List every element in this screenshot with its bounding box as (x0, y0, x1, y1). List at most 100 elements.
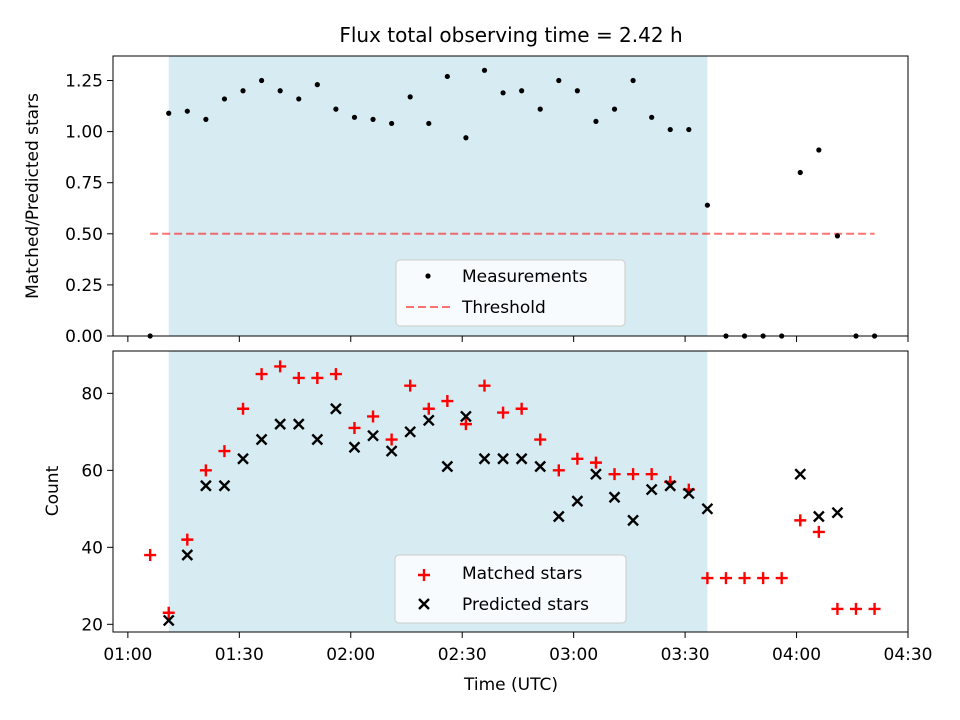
bottom-x-ticks: 01:00 01:30 02:00 02:30 03:00 03:30 04:00 04:30 (103, 632, 933, 665)
matched-star-point (738, 572, 751, 585)
top-x-ticks (127, 336, 909, 342)
measurement-point (258, 77, 265, 84)
top-y-ticks: 0.00 0.25 0.50 0.75 1.00 1.25 (65, 72, 113, 347)
predicted-star-point (460, 410, 472, 423)
top-axes-frame (112, 55, 909, 337)
measurement-point (537, 106, 543, 112)
measurement-point (184, 108, 190, 114)
top-y-tick-label: 1.00 (65, 123, 103, 143)
matched-star-point (292, 371, 305, 384)
measurement-point (166, 110, 172, 116)
top-y-tick-label: 0.50 (65, 225, 103, 245)
predicted-star-point (255, 433, 268, 446)
measurement-point (667, 126, 673, 133)
measurement-point (407, 94, 413, 100)
bottom-axes-frame (112, 350, 909, 633)
measurement-point (314, 82, 320, 88)
top-legend-box (395, 259, 626, 327)
predicted-star-point (367, 429, 379, 442)
matched-star-point (329, 368, 342, 381)
predicted-star-point (422, 414, 435, 427)
top-y-axis-label: Matched/Predicted stars (23, 93, 43, 299)
matched-star-point (404, 379, 417, 392)
predicted-star-point (794, 468, 807, 481)
predicted-star-point (292, 418, 305, 430)
predicted-star-point (162, 614, 175, 627)
predicted-star-point (812, 510, 825, 523)
legend-measurement-label: Measurements (462, 267, 588, 287)
matched-star-point (459, 418, 472, 431)
predicted-star-point (311, 433, 324, 446)
predicted-star-point (478, 452, 491, 465)
measurement-point (203, 116, 209, 122)
measurement-point (686, 126, 692, 133)
predicted-star-point (200, 479, 212, 492)
matched-star-point (849, 602, 862, 615)
matched-star-point (627, 468, 640, 481)
measurement-point (834, 233, 841, 239)
measurement-point (333, 106, 339, 112)
predicted-star-point (218, 479, 231, 492)
matched-star-point (552, 464, 565, 477)
top-legend: Measurements Threshold (395, 259, 626, 327)
bottom-legend: Matched stars Predicted stars (394, 554, 627, 624)
measurement-points (147, 67, 878, 339)
matched-star-point (441, 395, 454, 408)
top-panel: 0.00 0.25 0.50 0.75 1.00 1.25 Matched/Predict… (23, 55, 909, 347)
top-y-tick-label: 1.25 (65, 72, 103, 92)
measurement-point (519, 88, 525, 94)
measurement-point (277, 88, 283, 94)
legend-predicted-label: Predicted stars (462, 595, 589, 615)
chart-title: Flux total observing time = 2.42 h (339, 23, 682, 47)
measurement-point (611, 106, 618, 112)
x-tick-label: 03:00 (549, 645, 598, 665)
predicted-star-point (330, 402, 342, 415)
matched-star-point (237, 402, 250, 415)
matched-star-point (589, 456, 602, 469)
matched-star-point (478, 379, 491, 392)
matched-star-point (199, 464, 212, 477)
predicted-star-point (237, 452, 249, 465)
matched-star-point (218, 445, 231, 458)
matched-star-point (144, 549, 157, 562)
measurement-point (816, 147, 822, 153)
measurement-point (630, 77, 636, 84)
bottom-y-tick-label: 20 (81, 615, 103, 635)
matched-star-point (534, 433, 547, 446)
legend-measurement-marker (425, 273, 431, 279)
predicted-star-point (645, 483, 658, 496)
predicted-star-point (497, 452, 509, 465)
predicted-star-point (831, 506, 844, 519)
predicted-star-point (571, 495, 584, 507)
legend-threshold-label: Threshold (461, 298, 546, 318)
predicted-star-point (590, 468, 602, 481)
bottom-y-tick-label: 60 (81, 461, 103, 481)
measurement-point (593, 118, 599, 125)
x-tick-label: 01:30 (215, 645, 264, 665)
matched-star-point (571, 452, 584, 465)
top-y-tick-label: 0.25 (65, 276, 103, 296)
matched-star-point (794, 514, 807, 527)
matched-star-point (181, 533, 194, 546)
predicted-star-point (404, 425, 417, 438)
predicted-star-point (701, 502, 714, 515)
matched-star-point (515, 402, 528, 415)
predicted-star-point (608, 491, 621, 504)
measurement-point (649, 114, 655, 120)
x-tick-label: 04:30 (884, 645, 933, 665)
predicted-star-point (552, 510, 565, 523)
measurement-point (370, 116, 376, 122)
matched-star-point (701, 572, 714, 585)
x-tick-label: 02:30 (438, 645, 487, 665)
legend-matched-label: Matched stars (462, 564, 582, 584)
matched-star-point (162, 606, 175, 619)
predicted-star-point (682, 487, 695, 500)
x-tick-label: 01:00 (103, 645, 152, 665)
bottom-y-tick-label: 40 (81, 538, 103, 558)
predicted-star-point (441, 460, 454, 473)
x-tick-label: 04:00 (772, 645, 821, 665)
measurement-point (221, 96, 228, 102)
predicted-star-point (181, 549, 194, 561)
matched-star-point (719, 572, 732, 585)
